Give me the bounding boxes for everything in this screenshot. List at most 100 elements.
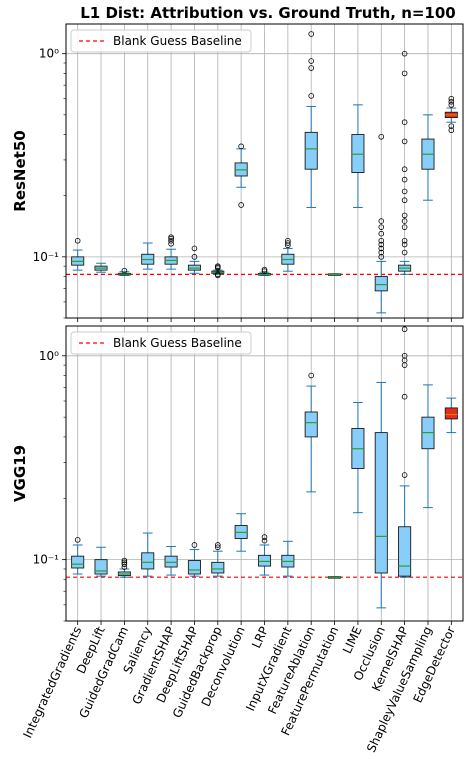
outlier-point [378,241,385,248]
box-featurepermutation [328,273,342,276]
box-iqr [304,411,318,438]
outlier-point [401,241,408,248]
outlier-point [285,237,291,244]
outlier-point [121,561,128,567]
outlier-point [401,188,408,195]
legend-box [70,331,252,355]
outlier-point [214,542,221,548]
outlier-point [261,534,268,540]
outlier-point [214,544,221,551]
box-edgedetector [444,397,458,434]
box-iqr [187,560,201,575]
box-occlusion [374,381,388,609]
y-axis-label: ResNet50 [11,130,29,211]
outlier-point [191,254,198,260]
box-lime [351,104,365,208]
box-shapleyvaluesampling [421,384,435,509]
box-iqr [351,134,365,173]
box-deconvolution [234,513,248,552]
box-gradientshap [164,545,178,576]
outlier-point [378,224,385,230]
legend-box [70,29,252,53]
outlier-point [214,271,221,278]
box-featurepermutation [328,576,342,579]
box-guidedgradcam [117,557,131,578]
box-integratedgradients [71,537,85,575]
outlier-point [308,93,315,99]
box-saliency [141,242,155,270]
outlier-point [261,266,268,273]
outlier-point [238,143,244,150]
outlier-point [401,70,408,77]
box-iqr [141,552,155,570]
box-featureablation [304,31,318,208]
box-iqr [374,276,388,292]
box-iqr [257,554,272,567]
box-deepliftshap [187,542,201,577]
outlier-point [401,224,408,230]
outlier-point [401,197,408,204]
outlier-point [448,98,455,105]
outlier-point [401,212,408,219]
outlier-point [448,102,455,108]
box-kernelshap [398,326,412,578]
box-iqr [211,561,225,574]
box-guidedbackprop [211,542,225,577]
outlier-point [74,537,81,543]
box-iqr [374,432,388,574]
panel-vgg19: 10⁻¹ 10⁰ VGG19 Blank Guess Baseline [11,325,464,625]
box-guidedbackprop [211,263,225,279]
panel-resnet50: 10⁻¹ 10⁰ ResNet50 Blank Guess Baseline [11,23,464,322]
box-featureablation [304,372,318,493]
outlier-point [214,263,221,269]
box-iqr [304,131,318,170]
outlier-point [261,268,268,274]
outlier-point [308,31,315,37]
y-tick-label: 10⁻¹ [33,250,60,264]
legend-label: Blank Guess Baseline [113,336,242,350]
outlier-point [401,326,408,333]
box-deconvolution [234,143,248,208]
box-iqr [71,555,85,569]
outlier-point [401,138,408,145]
outlier-point [401,119,408,125]
legend-label: Blank Guess Baseline [113,34,242,48]
x-tick-label: IntegratedGradients [20,624,84,740]
box-inputxgradient [281,540,295,577]
box-lime [351,401,365,514]
outlier-point [401,50,408,57]
outlier-point [401,472,408,478]
outlier-point [191,542,198,548]
x-tick-label: LIME [340,624,365,655]
outlier-point [401,249,408,256]
outlier-point [401,218,408,224]
outlier-point [308,372,315,379]
box-guidedgradcam [117,267,131,276]
outlier-point [378,218,385,224]
chart-title: L1 Dist: Attribution vs. Ground Truth, n… [80,4,456,22]
outlier-point [121,557,128,564]
outlier-point [448,123,455,129]
box-gradientshap [164,234,178,270]
box-edgedetector [444,95,458,134]
box-deeplift [94,262,108,273]
outlier-point [261,537,268,544]
box-iqr [164,555,178,568]
box-deeplift [94,546,108,577]
box-iqr [444,407,458,420]
legend: Blank Guess Baseline [70,331,252,355]
outlier-point [378,133,385,140]
outlier-point [401,176,408,183]
outlier-point [121,267,128,274]
outlier-point [401,166,408,173]
outlier-point [378,249,385,256]
outlier-point [238,202,244,208]
y-axis-label: VGG19 [11,445,29,502]
box-saliency [141,532,155,577]
outlier-point [168,234,174,240]
y-tick-label: 10⁰ [39,47,59,61]
outlier-point [308,65,315,71]
box-lrp [257,534,272,576]
outlier-point [74,237,81,244]
